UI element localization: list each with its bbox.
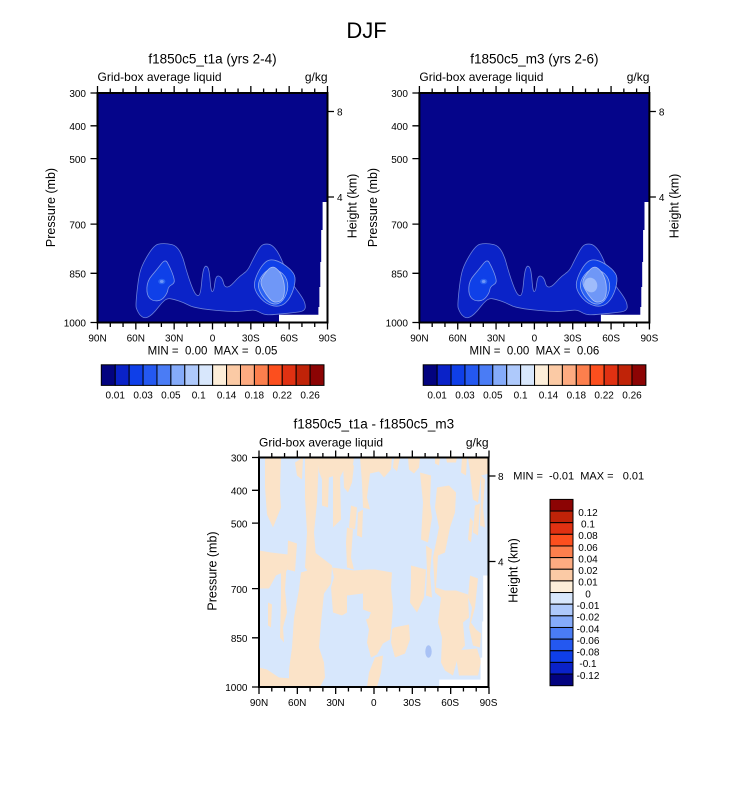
svg-text:60S: 60S <box>441 698 459 709</box>
svg-text:300: 300 <box>231 454 248 465</box>
svg-text:850: 850 <box>391 270 408 281</box>
svg-text:0.03: 0.03 <box>455 391 475 402</box>
svg-text:0.26: 0.26 <box>300 391 320 402</box>
svg-text:MIN = -0.01 MAX = 0.01: MIN = -0.01 MAX = 0.01 <box>513 470 644 482</box>
svg-text:4: 4 <box>337 193 343 204</box>
svg-text:Height (km): Height (km) <box>507 538 521 603</box>
svg-text:0: 0 <box>371 698 377 709</box>
svg-text:700: 700 <box>231 585 248 596</box>
svg-text:0.1: 0.1 <box>581 520 595 531</box>
svg-text:500: 500 <box>69 155 86 166</box>
svg-text:90N: 90N <box>250 698 268 709</box>
svg-text:60N: 60N <box>288 698 306 709</box>
svg-text:30S: 30S <box>564 333 582 344</box>
svg-text:MIN = 0.00 MAX = 0.06: MIN = 0.00 MAX = 0.06 <box>470 346 600 358</box>
svg-text:0.18: 0.18 <box>245 391 265 402</box>
svg-text:-0.08: -0.08 <box>577 648 600 659</box>
svg-text:90S: 90S <box>641 333 659 344</box>
svg-text:8: 8 <box>498 472 504 483</box>
svg-text:0.26: 0.26 <box>622 391 642 402</box>
svg-text:300: 300 <box>391 89 408 100</box>
svg-text:-0.06: -0.06 <box>577 636 600 647</box>
svg-text:0.14: 0.14 <box>539 391 559 402</box>
svg-text:0.04: 0.04 <box>578 554 598 565</box>
svg-text:g/kg: g/kg <box>466 436 489 450</box>
svg-text:-0.04: -0.04 <box>577 624 600 635</box>
svg-text:30S: 30S <box>403 698 421 709</box>
svg-text:500: 500 <box>231 519 248 530</box>
svg-text:4: 4 <box>659 193 665 204</box>
svg-text:90S: 90S <box>480 698 498 709</box>
svg-text:400: 400 <box>69 122 86 133</box>
svg-text:0.02: 0.02 <box>578 566 598 577</box>
svg-text:30S: 30S <box>242 333 260 344</box>
svg-text:700: 700 <box>69 220 86 231</box>
svg-text:0.05: 0.05 <box>161 391 181 402</box>
svg-text:f1850c5_m3 (yrs 2-6): f1850c5_m3 (yrs 2-6) <box>470 52 598 67</box>
svg-text:-0.1: -0.1 <box>579 659 597 670</box>
svg-text:0.12: 0.12 <box>578 508 598 519</box>
svg-text:1000: 1000 <box>64 319 87 330</box>
svg-text:0: 0 <box>210 333 216 344</box>
svg-text:Pressure (mb): Pressure (mb) <box>206 531 220 610</box>
svg-text:-0.12: -0.12 <box>577 671 600 682</box>
svg-text:-0.02: -0.02 <box>577 613 600 624</box>
svg-text:90N: 90N <box>88 333 106 344</box>
svg-text:8: 8 <box>659 108 665 119</box>
svg-text:90S: 90S <box>319 333 337 344</box>
svg-text:1000: 1000 <box>386 319 409 330</box>
svg-text:300: 300 <box>69 89 86 100</box>
svg-text:0.05: 0.05 <box>483 391 503 402</box>
svg-text:Pressure (mb): Pressure (mb) <box>44 168 58 247</box>
svg-text:60S: 60S <box>602 333 620 344</box>
svg-text:400: 400 <box>231 487 248 498</box>
svg-text:90N: 90N <box>410 333 428 344</box>
svg-text:f1850c5_t1a - f1850c5_m3: f1850c5_t1a - f1850c5_m3 <box>293 417 454 432</box>
svg-text:0.01: 0.01 <box>427 391 447 402</box>
svg-text:0.22: 0.22 <box>272 391 292 402</box>
svg-text:-0.01: -0.01 <box>577 601 600 612</box>
svg-text:30N: 30N <box>165 333 183 344</box>
svg-text:0.1: 0.1 <box>514 391 528 402</box>
svg-text:0.14: 0.14 <box>217 391 237 402</box>
svg-text:0.1: 0.1 <box>192 391 206 402</box>
svg-text:4: 4 <box>498 558 504 569</box>
svg-text:30N: 30N <box>487 333 505 344</box>
svg-text:0.06: 0.06 <box>578 543 598 554</box>
svg-text:1000: 1000 <box>225 683 248 694</box>
svg-text:Grid-box average liquid: Grid-box average liquid <box>419 70 543 84</box>
svg-text:Height (km): Height (km) <box>667 174 681 239</box>
svg-text:850: 850 <box>231 634 248 645</box>
svg-text:0.01: 0.01 <box>578 578 598 589</box>
svg-text:0.22: 0.22 <box>594 391 614 402</box>
svg-text:Grid-box average liquid: Grid-box average liquid <box>98 70 222 84</box>
svg-text:Height (km): Height (km) <box>346 174 360 239</box>
svg-text:0.08: 0.08 <box>578 531 598 542</box>
svg-text:400: 400 <box>391 122 408 133</box>
svg-text:0.18: 0.18 <box>567 391 587 402</box>
svg-text:f1850c5_t1a (yrs 2-4): f1850c5_t1a (yrs 2-4) <box>148 52 276 67</box>
svg-text:0: 0 <box>532 333 538 344</box>
svg-text:Pressure (mb): Pressure (mb) <box>366 168 380 247</box>
svg-text:8: 8 <box>337 108 343 119</box>
svg-text:60S: 60S <box>280 333 298 344</box>
svg-text:DJF: DJF <box>346 18 386 43</box>
svg-text:0.01: 0.01 <box>105 391 125 402</box>
svg-text:g/kg: g/kg <box>627 70 650 84</box>
svg-text:0: 0 <box>585 589 591 600</box>
svg-text:60N: 60N <box>449 333 467 344</box>
svg-text:MIN = 0.00 MAX = 0.05: MIN = 0.00 MAX = 0.05 <box>148 346 278 358</box>
svg-text:Grid-box average liquid: Grid-box average liquid <box>259 436 383 450</box>
svg-text:700: 700 <box>391 220 408 231</box>
svg-text:g/kg: g/kg <box>305 70 328 84</box>
svg-text:60N: 60N <box>127 333 145 344</box>
svg-text:0.03: 0.03 <box>133 391 153 402</box>
svg-text:850: 850 <box>69 270 86 281</box>
svg-text:30N: 30N <box>326 698 344 709</box>
svg-text:500: 500 <box>391 155 408 166</box>
